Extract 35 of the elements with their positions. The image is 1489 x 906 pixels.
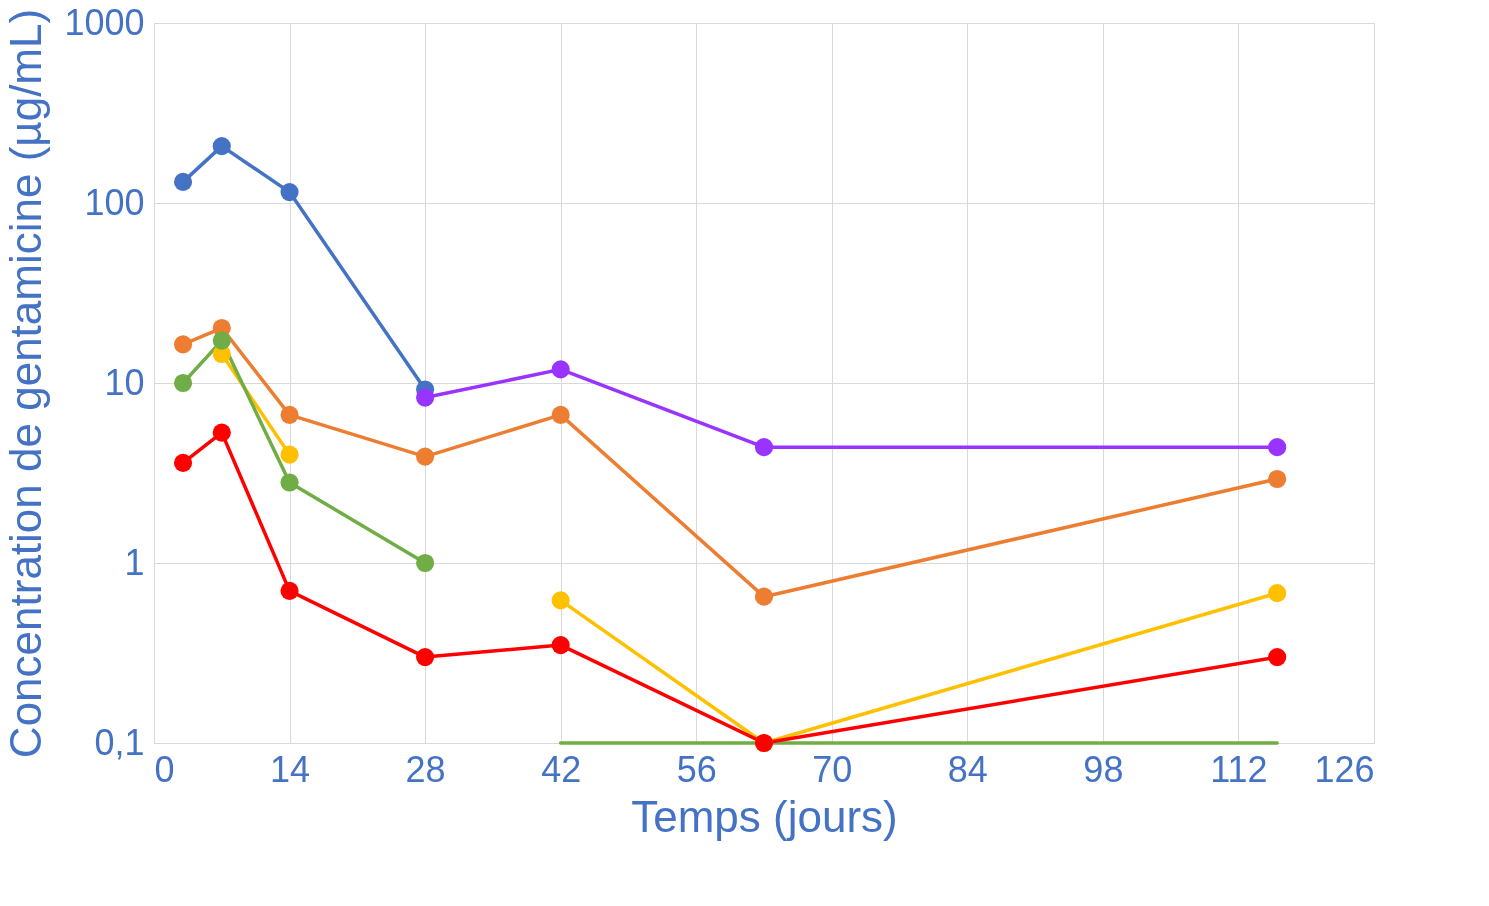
point (173, 373, 193, 393)
x-tick-label: 112 (1210, 748, 1268, 790)
point (551, 405, 570, 424)
point (173, 335, 193, 354)
point (212, 137, 231, 156)
point (173, 172, 193, 191)
x-tick-label: 84 (947, 748, 988, 790)
point (212, 331, 231, 350)
point (416, 648, 435, 667)
x-tick-label: 98 (1083, 748, 1124, 790)
point (173, 453, 193, 472)
y-tick-label: 1000 (64, 1, 145, 43)
point (280, 473, 299, 492)
point (754, 438, 774, 457)
point (1268, 438, 1287, 457)
x-tick-label: 14 (270, 748, 311, 790)
y-axis-title: Concentration de gentamicine (µg/mL) (1, 8, 51, 759)
x-tick-label: 0 (154, 748, 175, 790)
y-tick-label: 10 (104, 361, 145, 403)
point (1268, 469, 1287, 489)
point (551, 360, 570, 379)
x-tick-label: 42 (541, 748, 582, 790)
point (280, 183, 299, 202)
point (416, 447, 435, 466)
point (280, 581, 299, 600)
y-tick-label: 1 (124, 541, 145, 583)
x-tick-label: 28 (405, 748, 446, 790)
point (416, 388, 435, 407)
y-tick-label: 0,1 (94, 721, 145, 763)
point (416, 553, 435, 573)
y-tick-label: 100 (84, 181, 145, 223)
x-tick-label: 126 (1314, 748, 1375, 790)
x-tick-label: 70 (812, 748, 853, 790)
x-tick-label: 56 (676, 748, 717, 790)
x-axis-title: Temps (jours) (631, 791, 898, 841)
